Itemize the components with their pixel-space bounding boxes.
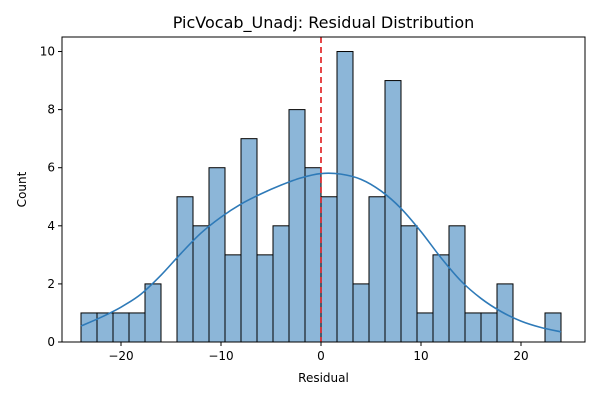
y-tick-label: 0 (47, 335, 55, 349)
y-tick-label: 4 (47, 219, 55, 233)
x-tick-label: 0 (317, 349, 325, 363)
x-axis-label: Residual (298, 371, 349, 385)
histogram-bar (80, 312, 98, 343)
histogram-bar (304, 167, 322, 343)
histogram-bar (224, 254, 242, 343)
histogram-bar (416, 312, 434, 343)
histogram-bar (384, 80, 402, 343)
y-tick-label: 8 (47, 103, 55, 117)
x-axis-ticks: −20 −10 0 10 20 (108, 342, 529, 363)
y-axis-ticks: 0 2 4 6 8 10 (40, 45, 62, 349)
histogram-bar (288, 109, 306, 343)
y-tick-label: 2 (47, 277, 55, 291)
y-axis-label: Count (15, 171, 29, 207)
x-tick-label: −20 (108, 349, 133, 363)
x-tick-label: 20 (513, 349, 528, 363)
histogram-bar (192, 225, 210, 343)
histogram-bar (112, 312, 130, 343)
x-tick-label: 10 (413, 349, 428, 363)
kde-curve-group (80, 172, 562, 333)
histogram-bar (432, 254, 450, 343)
y-tick-label: 6 (47, 161, 55, 175)
histogram-bar (144, 283, 162, 343)
histogram-bar (544, 312, 562, 343)
histogram-bar (176, 196, 194, 343)
histogram-bar (272, 225, 290, 343)
histogram-bar (352, 283, 370, 343)
histogram-bar (336, 51, 354, 343)
histogram-bar (368, 196, 386, 343)
histogram-bar (400, 225, 418, 343)
chart-title: PicVocab_Unadj: Residual Distribution (173, 13, 475, 33)
plot-frame (61, 36, 586, 343)
kde-curve (80, 172, 562, 333)
histogram-bar (448, 225, 466, 343)
y-tick-label: 10 (40, 45, 55, 59)
histogram-bar (480, 312, 498, 343)
histogram-bar (240, 138, 258, 343)
histogram-bar (256, 254, 274, 343)
histogram-bar (128, 312, 146, 343)
histogram-bar (320, 196, 338, 343)
histogram-bar (464, 312, 482, 343)
histogram-bar (208, 167, 226, 343)
x-tick-label: −10 (208, 349, 233, 363)
